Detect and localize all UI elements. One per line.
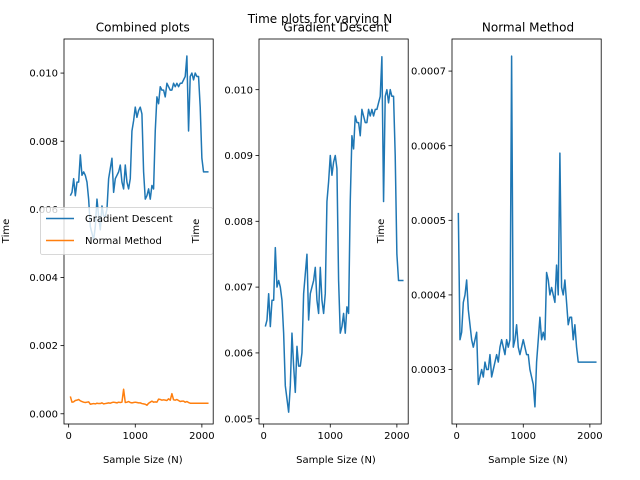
y-axis-label-normal-method: Time bbox=[376, 219, 387, 244]
y-tick-label-combined-plots: 0.000 bbox=[29, 409, 58, 420]
plot-area-normal-method bbox=[457, 55, 597, 408]
x-tick-label-normal-method: 1000 bbox=[511, 431, 536, 442]
series-line-normal-method-combined-plots bbox=[69, 388, 209, 407]
x-tick-label-gradient-descent: 2000 bbox=[384, 431, 409, 442]
x-tick-label-gradient-descent: 0 bbox=[260, 431, 266, 442]
x-tick-label-combined-plots: 1000 bbox=[123, 431, 148, 442]
y-axis-label-gradient-descent: Time bbox=[191, 219, 202, 244]
series-line-normal-method-normal-method bbox=[457, 55, 597, 408]
y-tick-label-gradient-descent: 0.009 bbox=[224, 151, 253, 162]
y-tick-label-gradient-descent: 0.010 bbox=[224, 85, 253, 96]
legend-box bbox=[40, 207, 213, 255]
y-tick-label-gradient-descent: 0.005 bbox=[224, 414, 253, 425]
y-tick-label-normal-method: 0.0003 bbox=[411, 365, 446, 376]
panel-combined-plots: 0100020000.0000.0020.0040.0060.0080.010 … bbox=[1, 21, 215, 467]
panel-title-combined: Combined plots bbox=[96, 21, 190, 35]
y-tick-label-combined-plots: 0.008 bbox=[29, 137, 58, 148]
x-axis-label-combined: Sample Size (N) bbox=[103, 455, 183, 466]
legend: Gradient Descent Normal Method bbox=[40, 207, 213, 255]
figure-suptitle: Time plots for varying N bbox=[247, 12, 392, 26]
y-tick-label-normal-method: 0.0006 bbox=[411, 141, 446, 152]
panel-gradient-descent: 0 1000 20000.0050.0060.0070.0080.0090.010 … bbox=[191, 21, 410, 467]
plot-area-gradient-descent bbox=[264, 56, 404, 413]
y-tick-label-combined-plots: 0.010 bbox=[29, 69, 58, 80]
panel-title-normal-method: Normal Method bbox=[482, 21, 574, 35]
y-tick-label-combined-plots: 0.004 bbox=[29, 273, 58, 284]
axes-frame-gradient-descent bbox=[258, 38, 409, 425]
legend-label-gradient-descent: Gradient Descent bbox=[85, 214, 173, 225]
series-line-gradient-descent-gradient-descent bbox=[264, 56, 404, 413]
x-tick-label-normal-method: 0 bbox=[453, 431, 459, 442]
y-tick-label-combined-plots: 0.002 bbox=[29, 341, 58, 352]
x-tick-label-normal-method: 2000 bbox=[577, 431, 602, 442]
y-tick-label-normal-method: 0.0007 bbox=[411, 67, 446, 78]
y-tick-label-gradient-descent: 0.007 bbox=[224, 283, 253, 294]
y-tick-label-gradient-descent: 0.008 bbox=[224, 217, 253, 228]
legend-label-normal-method: Normal Method bbox=[85, 236, 162, 247]
y-tick-label-normal-method: 0.0004 bbox=[411, 291, 446, 302]
x-tick-label-combined-plots: 2000 bbox=[189, 431, 214, 442]
panel-title-gradient-descent: Gradient Descent bbox=[283, 21, 389, 35]
x-axis-label-gradient-descent: Sample Size (N) bbox=[296, 455, 376, 466]
y-tick-label-normal-method: 0.0005 bbox=[411, 216, 446, 227]
y-axis-label-combined: Time bbox=[1, 219, 12, 244]
y-tick-label-gradient-descent: 0.006 bbox=[224, 349, 253, 360]
x-tick-label-combined-plots: 0 bbox=[65, 431, 71, 442]
panel-normal-method: 0 1000 20000.00030.00040.00050.00060.0007 … bbox=[376, 21, 603, 467]
axes-frame-normal-method bbox=[451, 38, 602, 425]
x-tick-label-gradient-descent: 1000 bbox=[318, 431, 343, 442]
x-axis-label-normal-method: Sample Size (N) bbox=[488, 455, 568, 466]
